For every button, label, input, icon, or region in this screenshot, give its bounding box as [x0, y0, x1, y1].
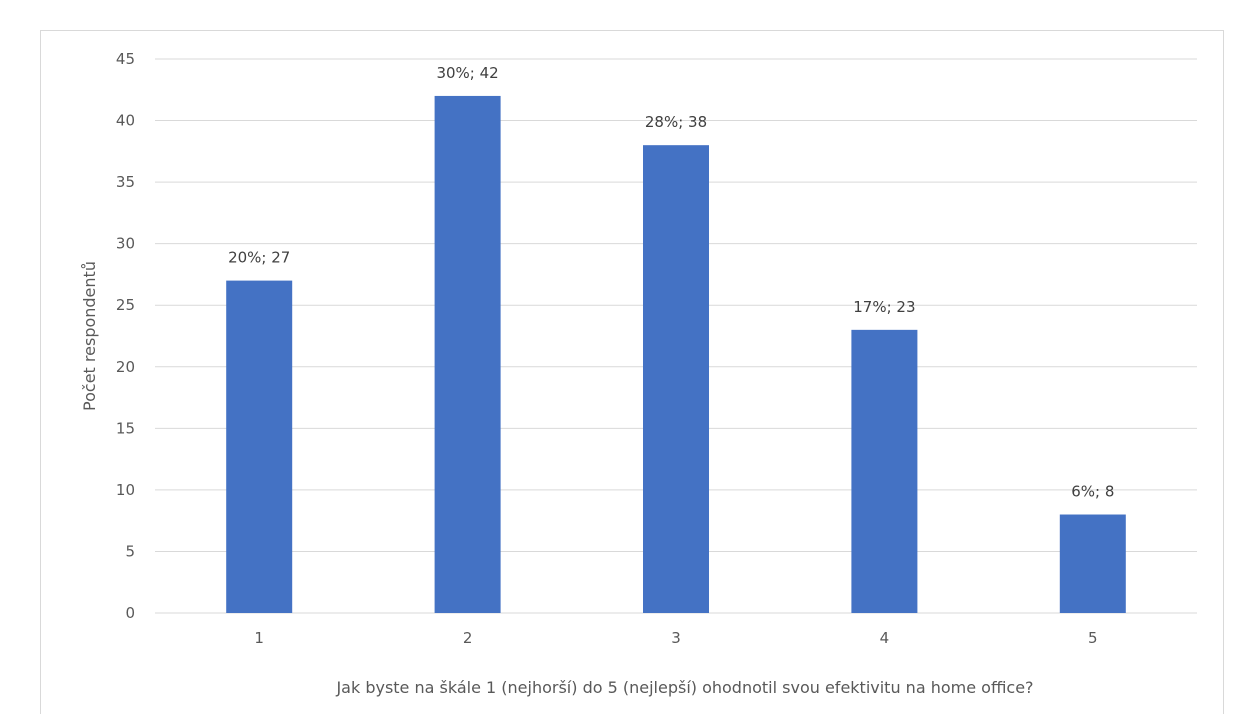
- data-labels: 20%; 27 30%; 42 28%; 38 17%; 23 6%; 8: [228, 64, 1114, 501]
- y-tick-label: 20: [116, 358, 135, 376]
- y-tick-label: 15: [116, 419, 135, 437]
- data-label: 30%; 42: [436, 64, 498, 82]
- x-tick-label: 1: [254, 629, 264, 647]
- y-tick-label: 35: [116, 173, 135, 191]
- bars: [226, 95, 1126, 613]
- y-tick-label: 40: [116, 112, 135, 130]
- y-tick-label: 10: [116, 481, 135, 499]
- y-tick-label: 45: [116, 50, 135, 68]
- x-tick-label: 3: [671, 629, 681, 647]
- y-axis-title: Počet respondentů: [80, 261, 99, 411]
- data-label: 20%; 27: [228, 249, 290, 267]
- y-axis-ticks: 0 5 10 15 20 25 30 35 40 45: [116, 50, 135, 622]
- data-label: 28%; 38: [645, 113, 707, 131]
- bar: [851, 329, 918, 613]
- bar: [226, 280, 293, 613]
- data-label: 6%; 8: [1071, 483, 1114, 501]
- y-tick-label: 25: [116, 296, 135, 314]
- y-tick-label: 5: [125, 542, 135, 560]
- x-axis-title: Jak byste na škále 1 (nejhorší) do 5 (ne…: [335, 678, 1033, 697]
- x-tick-label: 4: [880, 629, 890, 647]
- x-axis-ticks: 1 2 3 4 5: [254, 629, 1097, 647]
- y-tick-label: 30: [116, 235, 135, 253]
- x-tick-label: 2: [463, 629, 473, 647]
- x-tick-label: 5: [1088, 629, 1098, 647]
- bar: [1059, 514, 1126, 613]
- y-tick-label: 0: [125, 604, 135, 622]
- bar: [643, 145, 709, 613]
- data-label: 17%; 23: [853, 298, 915, 316]
- bar: [434, 95, 501, 613]
